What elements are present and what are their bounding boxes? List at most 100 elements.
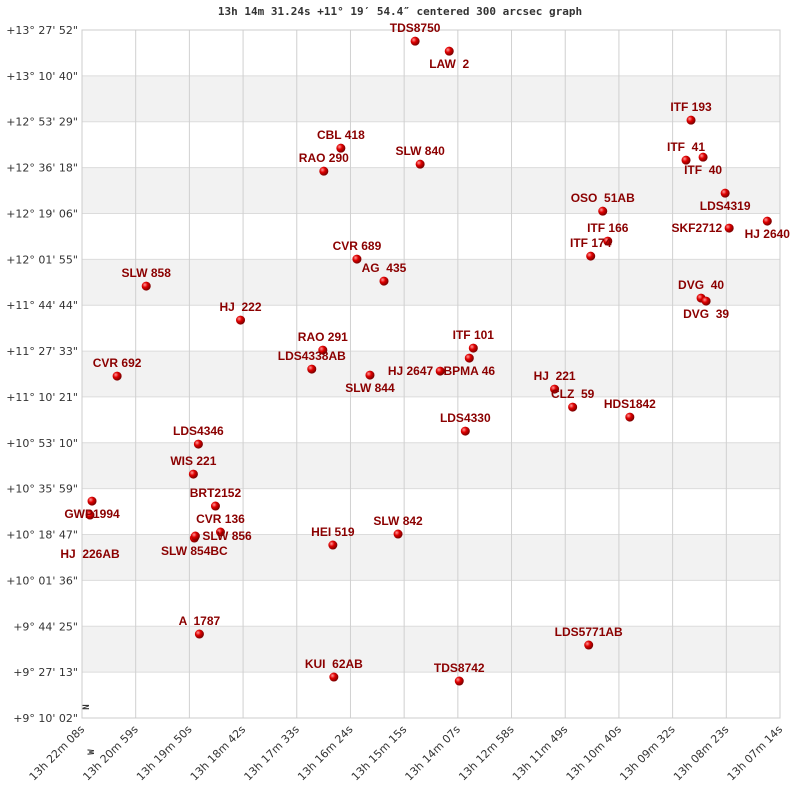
- grid-band: [82, 534, 780, 581]
- star-label: CBL 418: [317, 128, 365, 142]
- star-label: BPMA 46: [444, 364, 496, 378]
- star-label: HJ 2640: [745, 227, 791, 241]
- star-point: [681, 155, 691, 165]
- star-label: SLW 854BC: [161, 544, 228, 558]
- star-point: [190, 531, 200, 541]
- star-label: OSO 51AB: [571, 191, 635, 205]
- star-label: HJ 222: [220, 300, 262, 314]
- y-tick-label: +11° 27' 33": [6, 345, 78, 358]
- y-tick-label: +12° 19' 06": [6, 207, 78, 220]
- star-point: [468, 343, 478, 353]
- star-label: AG 435: [362, 261, 407, 275]
- y-tick-label: +11° 10' 21": [6, 391, 78, 404]
- star-point: [603, 236, 613, 246]
- star-label: BRT2152: [190, 486, 242, 500]
- star-label: ITF 41: [667, 140, 705, 154]
- star-point: [410, 36, 420, 46]
- grid-band: [82, 259, 780, 306]
- star-label: SLW 858: [122, 266, 172, 280]
- west-label: W: [87, 749, 97, 755]
- star-point: [87, 496, 97, 506]
- star-label: ITF 174: [570, 236, 612, 250]
- star-point: [464, 353, 474, 363]
- y-tick-label: +12° 01' 55": [6, 253, 78, 266]
- x-tick-label: 13h 08m 23s: [671, 723, 732, 784]
- star-point: [415, 159, 425, 169]
- y-tick-label: +12° 36' 18": [6, 162, 78, 175]
- x-tick-label: 13h 09m 32s: [617, 723, 678, 784]
- star-point: [328, 540, 338, 550]
- grid-band: [82, 351, 780, 397]
- star-point: [85, 510, 95, 520]
- star-label: RAO 291: [298, 330, 348, 344]
- grid-band: [82, 442, 780, 489]
- y-tick-label: +10° 53' 10": [6, 437, 78, 450]
- star-label: CVR 689: [333, 239, 382, 253]
- star-point: [598, 206, 608, 216]
- star-point: [393, 529, 403, 539]
- star-point: [762, 216, 772, 226]
- star-label: LDS4330: [440, 411, 491, 425]
- x-tick-label: 13h 16m 24s: [295, 723, 356, 784]
- star-point: [686, 115, 696, 125]
- star-point: [550, 384, 560, 394]
- grid-band: [82, 167, 780, 214]
- star-label: LAW 2: [429, 57, 469, 71]
- star-point: [365, 370, 375, 380]
- star-label: LDS4319: [700, 199, 751, 213]
- star-point: [444, 46, 454, 56]
- star-point: [319, 166, 329, 176]
- star-point: [210, 501, 220, 511]
- grid-band: [82, 75, 780, 122]
- y-tick-label: +13° 27' 52": [6, 24, 78, 37]
- star-label: LDS4346: [173, 424, 224, 438]
- star-label: WIS 221: [170, 454, 216, 468]
- star-label: HDS1842: [604, 397, 656, 411]
- star-point: [307, 364, 317, 374]
- star-point: [112, 371, 122, 381]
- star-point: [701, 296, 711, 306]
- star-point: [586, 251, 596, 261]
- star-point: [435, 366, 445, 376]
- star-label: HJ 221: [534, 369, 576, 383]
- y-tick-label: +9° 27' 13": [13, 666, 78, 679]
- star-label: DVG 40: [678, 278, 724, 292]
- star-point: [194, 629, 204, 639]
- star-point: [460, 426, 470, 436]
- x-tick-label: 13h 12m 58s: [456, 723, 517, 784]
- y-tick-label: +10° 35' 59": [6, 483, 78, 496]
- star-label: KUI 62AB: [305, 657, 363, 671]
- star-point: [329, 672, 339, 682]
- y-tick-label: +9° 10' 02": [13, 712, 78, 725]
- x-tick-label: 13h 11m 49s: [510, 723, 571, 784]
- north-label: N: [82, 704, 92, 709]
- star-label: A 1787: [179, 614, 221, 628]
- star-label: LDS4338AB: [278, 349, 346, 363]
- star-point: [215, 527, 225, 537]
- star-label: ITF 40: [684, 163, 722, 177]
- star-point: [625, 412, 635, 422]
- x-tick-label: 13h 07m 14s: [725, 723, 786, 784]
- y-tick-label: +13° 10' 40": [6, 70, 78, 83]
- star-point: [352, 254, 362, 264]
- star-point: [141, 281, 151, 291]
- star-point: [193, 439, 203, 449]
- star-label: CLZ 59: [551, 387, 595, 401]
- star-label: GWP1994: [64, 507, 120, 521]
- star-label: ITF 193: [670, 100, 712, 114]
- star-label: ITF 101: [453, 328, 495, 342]
- y-tick-label: +10° 01' 36": [6, 574, 78, 587]
- y-tick-label: +11° 44' 44": [6, 299, 78, 312]
- x-tick-label: 13h 19m 50s: [134, 723, 195, 784]
- star-point: [568, 402, 578, 412]
- star-label: ITF 166: [587, 221, 629, 235]
- star-label: SLW 840: [395, 144, 445, 158]
- star-label: CVR 692: [93, 356, 142, 370]
- star-point: [188, 469, 198, 479]
- star-label: LDS5771AB: [555, 625, 623, 639]
- star-label: SKF2712: [671, 221, 722, 235]
- y-tick-label: +10° 18' 47": [6, 529, 78, 542]
- y-tick-label: +9° 44' 25": [13, 620, 78, 633]
- star-label: SLW 856: [202, 529, 252, 543]
